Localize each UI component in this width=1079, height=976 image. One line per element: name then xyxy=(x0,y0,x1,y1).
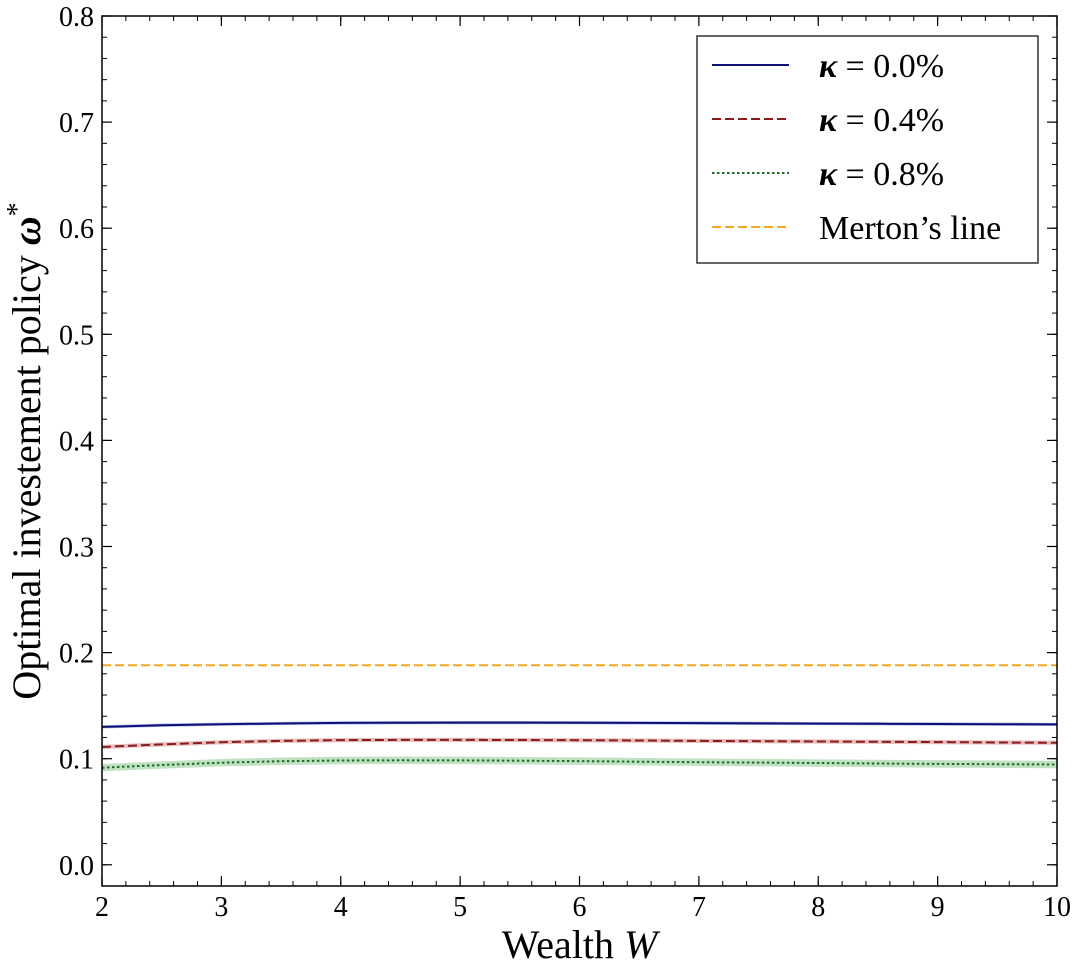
x-tick-label: 4 xyxy=(334,892,348,923)
legend-label-2: κ = 0.8% xyxy=(819,156,944,193)
series-line-1 xyxy=(101,738,1058,748)
y-axis-title-var: ω xyxy=(4,216,49,245)
legend-var: κ xyxy=(819,156,838,193)
x-tick-label: 7 xyxy=(692,892,706,923)
legend-text: = 0.4% xyxy=(837,102,944,139)
y-axis-title-text: Optimal investement policy xyxy=(4,245,49,699)
y-tick-label: 0.7 xyxy=(59,108,94,139)
legend-var: κ xyxy=(819,48,838,85)
y-tick-label: 0.1 xyxy=(59,745,94,776)
x-tick-label: 6 xyxy=(573,892,587,923)
legend-text: Merton’s line xyxy=(819,210,1001,247)
y-tick-label: 0.6 xyxy=(59,214,94,245)
legend-box xyxy=(696,35,1039,264)
legend-label-0: κ = 0.0% xyxy=(819,48,944,85)
legend-text: = 0.0% xyxy=(837,48,944,85)
y-tick-label: 0.4 xyxy=(59,426,94,457)
y-tick-label: 0.2 xyxy=(59,639,94,670)
legend-label-1: κ = 0.4% xyxy=(819,102,944,139)
x-tick-label: 5 xyxy=(453,892,467,923)
x-tick-label: 10 xyxy=(1043,892,1071,923)
y-tick-label: 0.8 xyxy=(59,2,94,33)
x-axis-title-text: Wealth xyxy=(502,922,624,967)
y-axis-title-sup: * xyxy=(2,202,33,216)
legend-text: = 0.8% xyxy=(837,156,944,193)
axis-ticks xyxy=(101,15,1058,886)
x-tick-label: 2 xyxy=(95,892,109,923)
legend-var: κ xyxy=(819,102,838,139)
legend: κ = 0.0%κ = 0.4%κ = 0.8%Merton’s line xyxy=(696,35,1039,264)
y-tick-label: 0.0 xyxy=(59,851,94,882)
series-band-2 xyxy=(102,756,1057,772)
series-line-2 xyxy=(101,759,1058,769)
y-axis-title: Optimal investement policy ω* xyxy=(2,202,49,699)
tick-labels: 2 3 4 5 6 7 8 9 10 0.0 0.1 0.2 0.3 0.4 0.5 0.6 0.7 0.8 xyxy=(59,2,1071,923)
y-tick-label: 0.3 xyxy=(59,532,94,563)
series-lines xyxy=(101,664,1058,769)
x-tick-label: 8 xyxy=(811,892,825,923)
x-tick-label: 9 xyxy=(931,892,945,923)
series-band-1 xyxy=(102,737,1057,750)
x-tick-label: 3 xyxy=(214,892,228,923)
series-line-0 xyxy=(101,721,1058,728)
legend-label-3: Merton’s line xyxy=(819,210,1001,247)
x-axis-title-var: W xyxy=(624,922,661,967)
y-tick-label: 0.5 xyxy=(59,320,94,351)
x-axis-title: Wealth W xyxy=(502,922,661,967)
